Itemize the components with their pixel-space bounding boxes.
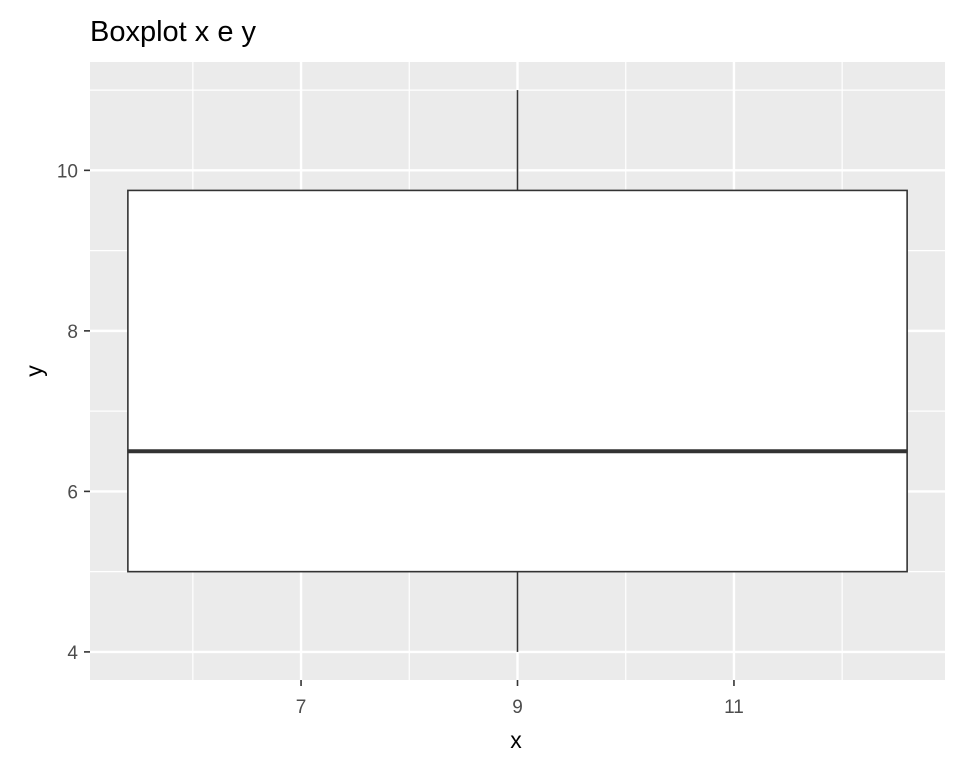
box-body xyxy=(127,189,908,573)
box-layer xyxy=(127,90,908,652)
x-tick-label: 7 xyxy=(296,697,307,718)
x-axis-title: x xyxy=(510,727,522,753)
y-tick-label: 8 xyxy=(67,322,78,343)
y-tick-label: 6 xyxy=(67,482,78,503)
axis-ticks xyxy=(84,169,735,686)
y-tick-label: 10 xyxy=(57,161,78,182)
chart-title: Boxplot x e y xyxy=(90,16,257,48)
tick-labels: 4 6 8 10 7 9 11 xyxy=(57,161,744,718)
y-tick-label: 4 xyxy=(67,643,78,664)
y-axis-title: y xyxy=(21,365,47,377)
box xyxy=(127,90,908,652)
x-tick-label: 11 xyxy=(724,697,744,718)
x-tick-label: 9 xyxy=(512,697,523,718)
